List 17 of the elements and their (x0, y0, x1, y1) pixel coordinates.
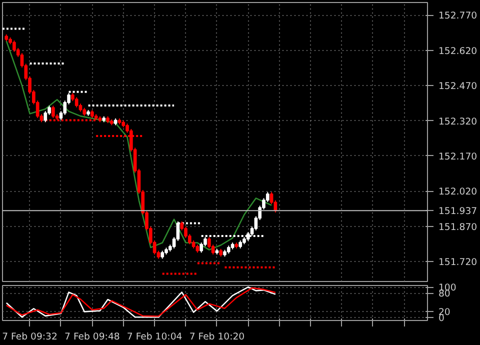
x-tick-label: 7 Feb 10:04 (126, 332, 182, 342)
candlestick (74, 96, 78, 108)
y-tick-label: 152.470 (438, 81, 478, 92)
y-tick-label: 152.770 (438, 10, 478, 22)
ref-line-label: 151.937 (438, 206, 478, 218)
y-tick-label: 151.720 (438, 257, 478, 268)
y-tick-label: 152.020 (438, 186, 478, 198)
y-tick-label: 152.320 (438, 116, 478, 128)
y-tick-label: 152.620 (438, 46, 478, 57)
x-tick-label: 7 Feb 10:20 (189, 332, 245, 342)
candlestick (200, 242, 204, 254)
y-tick-label: 152.170 (438, 151, 478, 162)
x-tick-label: 7 Feb 09:48 (64, 332, 120, 342)
x-tick-label: 7 Feb 09:32 (2, 332, 58, 342)
candlestick (44, 110, 48, 123)
y-tick-label: 151.870 (438, 222, 478, 233)
candlestick (52, 105, 55, 118)
